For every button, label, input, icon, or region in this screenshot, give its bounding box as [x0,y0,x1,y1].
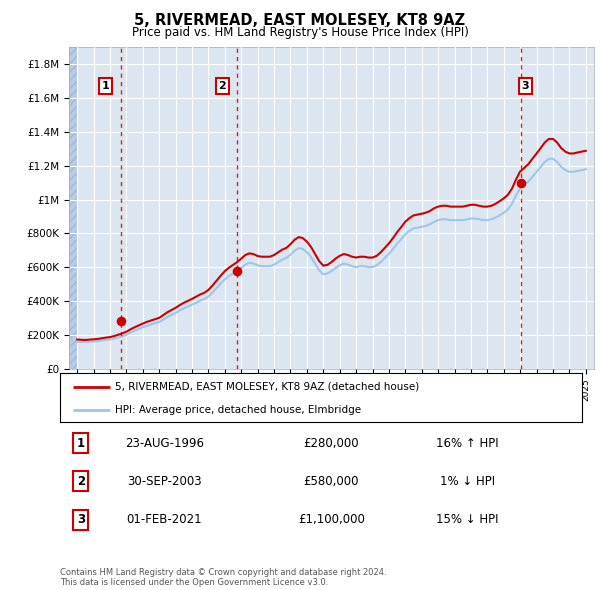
Point [116,317,125,326]
Text: 23-AUG-1996: 23-AUG-1996 [125,437,204,450]
Text: 1: 1 [77,437,85,450]
Text: Contains HM Land Registry data © Crown copyright and database right 2024.
This d: Contains HM Land Registry data © Crown c… [60,568,386,587]
Text: £280,000: £280,000 [304,437,359,450]
Text: HPI: Average price, detached house, Elmbridge: HPI: Average price, detached house, Elmb… [115,405,361,415]
Text: 3: 3 [77,513,85,526]
Text: 3: 3 [522,81,529,91]
Text: 30-SEP-2003: 30-SEP-2003 [127,475,202,488]
Text: 1: 1 [102,81,110,91]
Text: 5, RIVERMEAD, EAST MOLESEY, KT8 9AZ (detached house): 5, RIVERMEAD, EAST MOLESEY, KT8 9AZ (det… [115,382,419,392]
Text: 01-FEB-2021: 01-FEB-2021 [127,513,202,526]
Text: Price paid vs. HM Land Registry's House Price Index (HPI): Price paid vs. HM Land Registry's House … [131,26,469,39]
Point [232,266,242,276]
Text: 15% ↓ HPI: 15% ↓ HPI [436,513,499,526]
Text: 1% ↓ HPI: 1% ↓ HPI [440,475,495,488]
Text: £580,000: £580,000 [304,475,359,488]
Text: 2: 2 [218,81,226,91]
Text: 5, RIVERMEAD, EAST MOLESEY, KT8 9AZ: 5, RIVERMEAD, EAST MOLESEY, KT8 9AZ [134,13,466,28]
Text: 16% ↑ HPI: 16% ↑ HPI [436,437,499,450]
Text: £1,100,000: £1,100,000 [298,513,365,526]
Text: 2: 2 [77,475,85,488]
Point [517,178,526,187]
